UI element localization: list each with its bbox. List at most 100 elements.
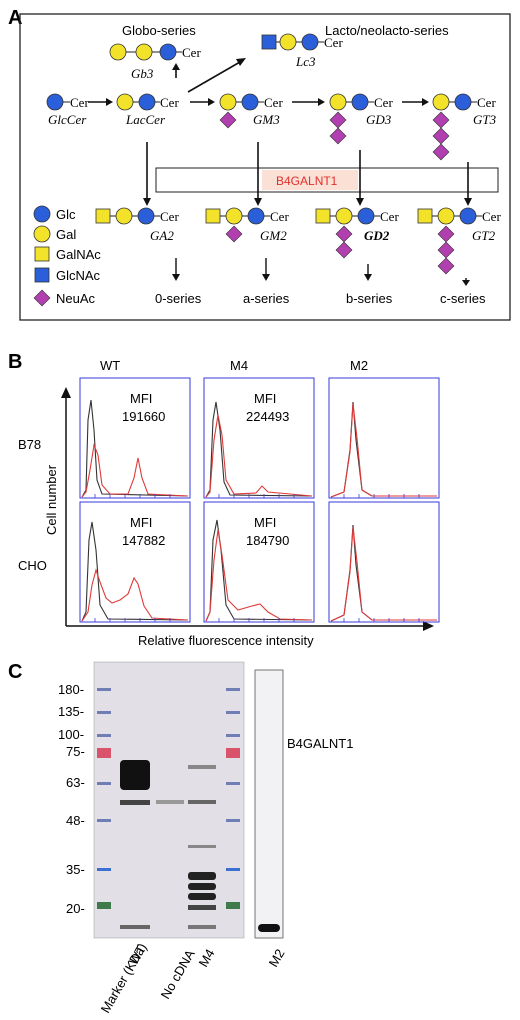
panel-c: C 180- 135- 100- 75- 63- 48- 35- 20-	[8, 661, 353, 1016]
neuac-icon	[432, 143, 450, 161]
neuac-icon	[437, 257, 455, 275]
neuac-icon	[432, 127, 450, 145]
lc3-structure: Cer Lc3	[261, 33, 343, 69]
glc-icon	[351, 93, 369, 111]
cer-label: Cer	[380, 209, 399, 224]
cer-label: Cer	[160, 95, 179, 110]
gal-icon	[115, 207, 133, 225]
marker-135: 135-	[58, 704, 84, 719]
marker-63: 63-	[66, 775, 85, 790]
lc3-label: Lc3	[295, 54, 316, 69]
panel-b: B WT M4 M2 B78 CHO Cell number Relative …	[8, 351, 440, 648]
mfi-cho-m4: 184790	[246, 533, 289, 548]
series-c: c-series	[440, 291, 486, 306]
series-a: a-series	[243, 291, 290, 306]
globo-series-label: Globo-series	[122, 23, 196, 38]
marker-100: 100-	[58, 727, 84, 742]
ga2-structure: Cer GA2	[95, 207, 179, 243]
cer-label: Cer	[270, 209, 289, 224]
enzyme-label: B4GALNT1	[276, 174, 338, 188]
neuac-icon	[219, 111, 237, 129]
glc-icon	[46, 93, 64, 111]
gal-icon	[33, 225, 51, 243]
hist-cho-m4	[203, 501, 315, 623]
hist-b78-m4	[203, 377, 315, 499]
laccer-label: LacCer	[125, 112, 166, 127]
cer-label: Cer	[324, 35, 343, 50]
gal-icon	[219, 93, 237, 111]
gal-icon	[329, 93, 347, 111]
gal-icon	[432, 93, 450, 111]
mfi-label: MFI	[254, 391, 276, 406]
lane-label-no-cdna: No cDNA	[158, 947, 198, 1002]
legend-glcnac: GlcNAc	[56, 268, 101, 283]
legend: Glc Gal GalNAc GlcNAc NeuAc	[33, 205, 101, 307]
histogram-axes	[61, 387, 434, 631]
marker-35: 35-	[66, 862, 85, 877]
galnac-icon	[417, 208, 433, 224]
glc-icon	[159, 43, 177, 61]
x-axis-label: Relative fluorescence intensity	[138, 633, 314, 648]
cer-label: Cer	[70, 95, 89, 110]
mfi-cho-wt: 147882	[122, 533, 165, 548]
gd2-label: GD2	[364, 228, 390, 243]
legend-glc: Glc	[56, 207, 76, 222]
gb3-structure: Cer Gb3	[109, 43, 201, 81]
neuac-icon	[335, 241, 353, 259]
lane-label-m4: M4	[196, 946, 218, 969]
cer-label: Cer	[182, 45, 201, 60]
panel-a-frame	[19, 13, 511, 321]
glc-icon	[33, 205, 51, 223]
glccer-structure: Cer GlcCer	[46, 93, 89, 127]
gd2-structure: Cer GD2	[315, 207, 399, 259]
mfi-b78-m4: 224493	[246, 409, 289, 424]
gal-icon	[225, 207, 243, 225]
galnac-icon	[315, 208, 331, 224]
neuac-icon	[432, 111, 450, 129]
marker-20: 20-	[66, 901, 85, 916]
glc-icon	[357, 207, 375, 225]
enzyme-arrows	[143, 142, 472, 206]
galnac-icon	[95, 208, 111, 224]
glc-icon	[137, 207, 155, 225]
gal-icon	[135, 43, 153, 61]
marker-180: 180-	[58, 682, 84, 697]
cer-label: Cer	[477, 95, 496, 110]
panel-a-letter: A	[8, 7, 22, 29]
enzyme-highlight	[262, 170, 358, 190]
gal-icon	[279, 33, 297, 51]
neuac-icon	[437, 241, 455, 259]
glccer-label: GlcCer	[48, 112, 87, 127]
y-axis-label: Cell number	[44, 464, 59, 535]
neuac-icon	[329, 127, 347, 145]
mfi-b78-wt: 191660	[122, 409, 165, 424]
lane-label-m2: M2	[266, 946, 288, 969]
col-label-m2: M2	[350, 358, 368, 373]
ga2-label: GA2	[150, 228, 174, 243]
cer-label: Cer	[160, 209, 179, 224]
gm3-structure: Cer GM3	[219, 93, 283, 129]
mfi-label: MFI	[130, 391, 152, 406]
row-label-b78: B78	[18, 437, 41, 452]
b4galnt1-band-label: B4GALNT1	[287, 736, 353, 751]
cer-label: Cer	[374, 95, 393, 110]
neuac-icon	[329, 111, 347, 129]
hist-cho-m2	[328, 501, 440, 623]
gt2-structure: Cer GT2	[417, 207, 501, 275]
neuac-icon	[437, 225, 455, 243]
panel-c-letter: C	[8, 661, 22, 683]
mfi-label: MFI	[254, 515, 276, 530]
cer-label: Cer	[482, 209, 501, 224]
gd3-label: GD3	[366, 112, 392, 127]
m2-blot	[254, 669, 284, 939]
marker-48: 48-	[66, 813, 85, 828]
m2-band	[258, 924, 280, 932]
marker-lane-right	[226, 688, 240, 909]
hist-ticks	[94, 494, 420, 622]
hist-b78-wt	[79, 377, 191, 499]
gal-icon	[335, 207, 353, 225]
legend-galnac: GalNAc	[56, 247, 101, 262]
glc-icon	[138, 93, 156, 111]
gm2-structure: Cer GM2	[205, 207, 289, 243]
